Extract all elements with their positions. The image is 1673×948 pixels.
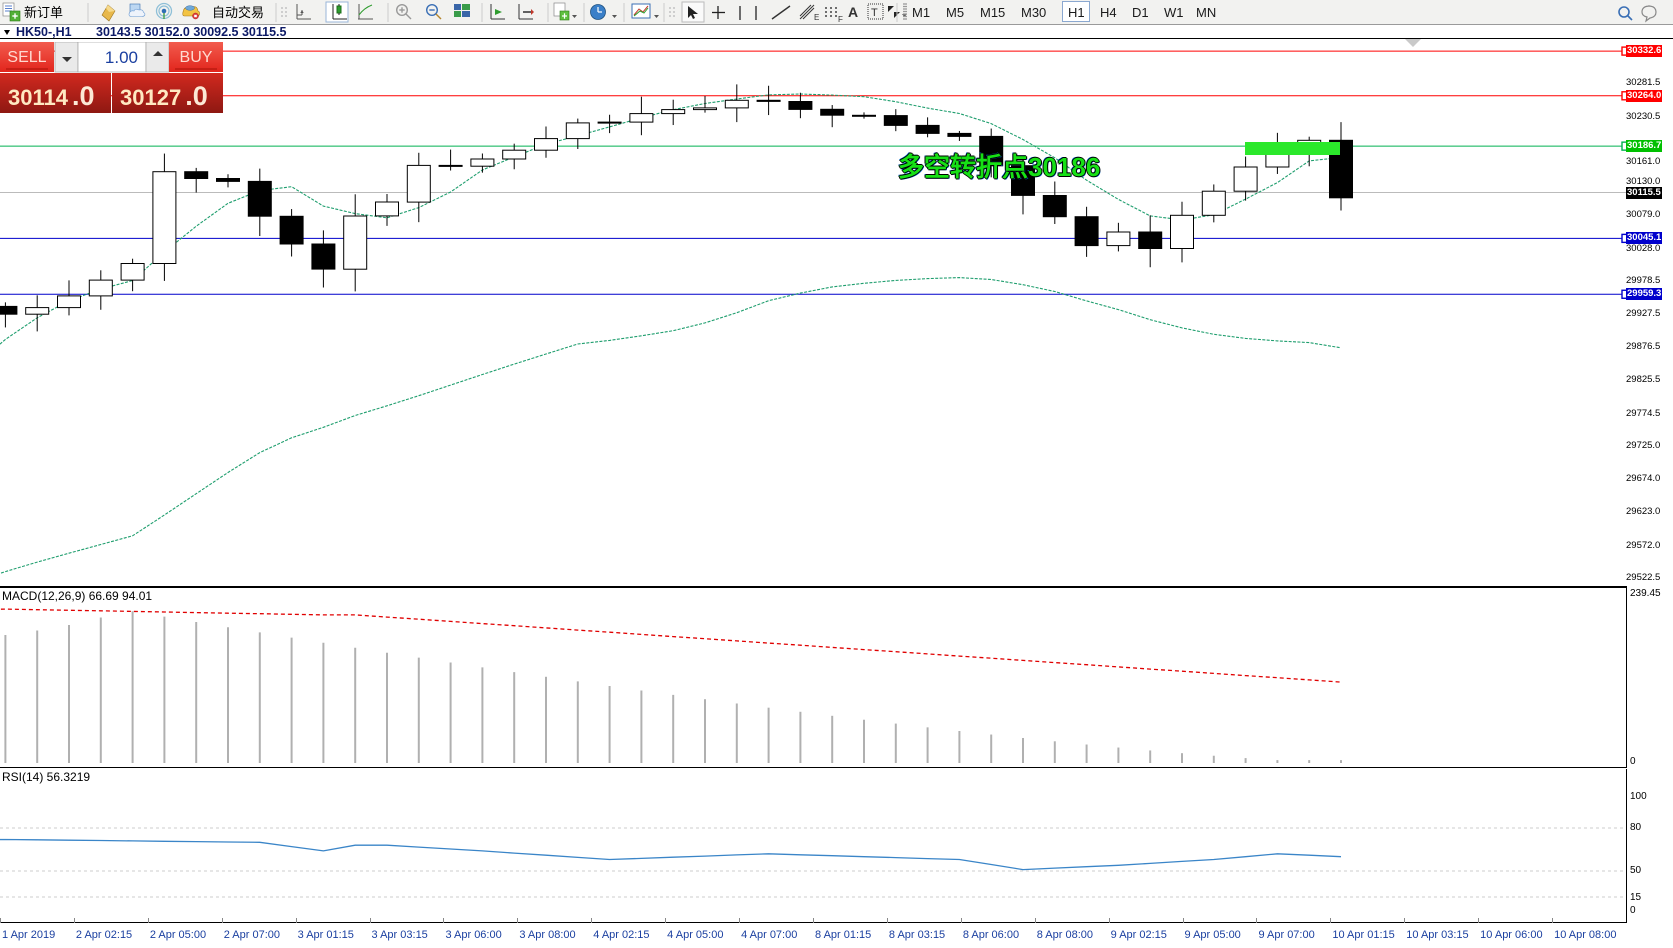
- svg-text:30127.0: 30127.0: [120, 81, 208, 111]
- svg-text:HK50-,H1: HK50-,H1: [16, 25, 72, 39]
- svg-text:30143.5 30152.0 30092.5 30115.: 30143.5 30152.0 30092.5 30115.5: [96, 25, 287, 39]
- svg-text:BUY: BUY: [180, 49, 213, 66]
- svg-text:1.00: 1.00: [105, 48, 138, 67]
- svg-text:SELL: SELL: [7, 49, 46, 66]
- svg-text:30114.0: 30114.0: [8, 81, 95, 111]
